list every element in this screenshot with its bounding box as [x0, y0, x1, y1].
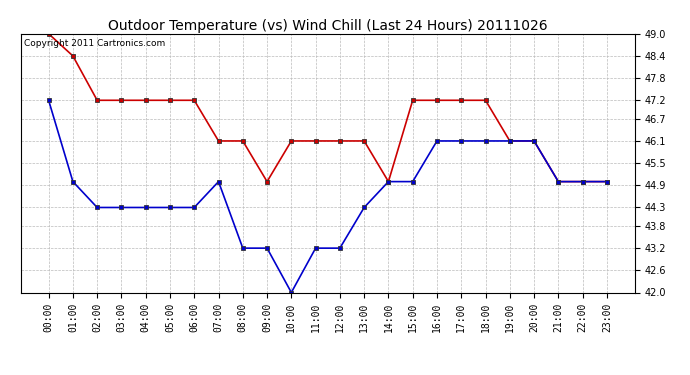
Title: Outdoor Temperature (vs) Wind Chill (Last 24 Hours) 20111026: Outdoor Temperature (vs) Wind Chill (Las…: [108, 19, 548, 33]
Text: Copyright 2011 Cartronics.com: Copyright 2011 Cartronics.com: [23, 39, 165, 48]
